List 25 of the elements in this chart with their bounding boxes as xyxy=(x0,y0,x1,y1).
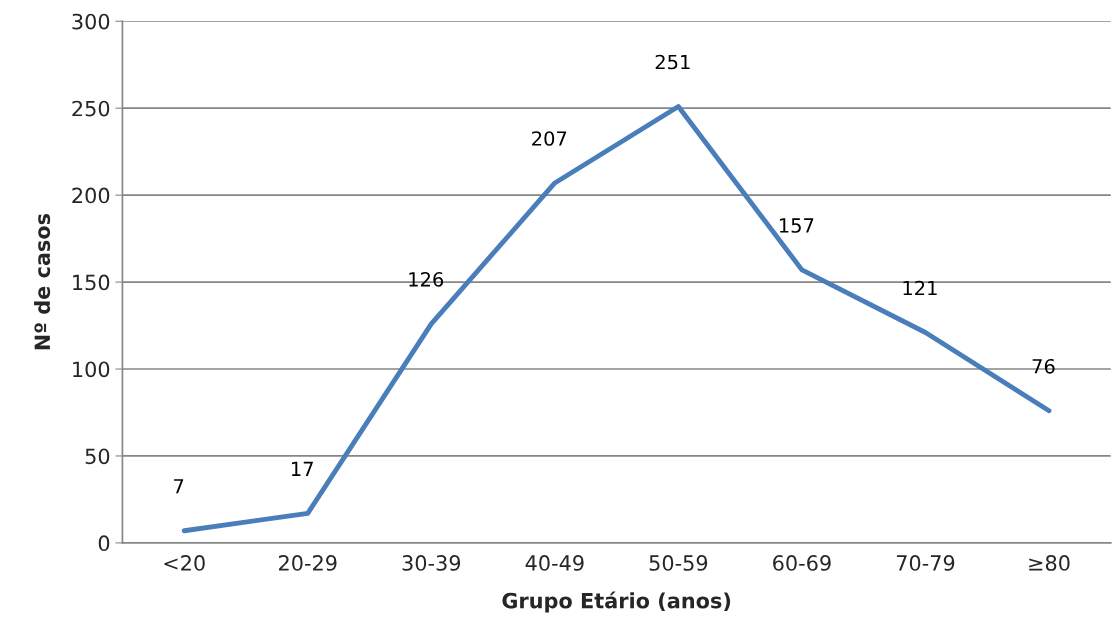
y-tick-label: 250 xyxy=(72,100,110,117)
y-tick-label: 100 xyxy=(73,361,110,378)
x-tick-label: <20 xyxy=(164,555,205,571)
y-tick-label: 200 xyxy=(72,187,110,204)
x-tick-label: 50-59 xyxy=(649,555,708,571)
data-label: 121 xyxy=(903,280,937,296)
data-label: 126 xyxy=(409,271,444,287)
data-label: 17 xyxy=(291,461,313,476)
x-tick-label: ≥80 xyxy=(1029,555,1070,571)
x-tick-label: 30-39 xyxy=(402,555,461,571)
x-tick-label: 70-79 xyxy=(896,555,955,571)
y-tick-label: 300 xyxy=(72,13,110,30)
data-label: 157 xyxy=(779,218,814,233)
x-tick-label: 40-49 xyxy=(525,555,584,571)
y-axis-title: Nº de casos xyxy=(34,213,51,350)
y-tick-label: 0 xyxy=(98,535,110,552)
y-tick-label: 50 xyxy=(85,448,110,465)
x-tick-label: 60-69 xyxy=(773,555,831,571)
x-axis-title: Grupo Etário (anos) xyxy=(502,591,731,613)
y-tick-label: 150 xyxy=(73,274,110,291)
data-label: 76 xyxy=(1032,358,1055,374)
data-label: 207 xyxy=(532,131,567,146)
x-tick-label: 20-29 xyxy=(279,555,337,571)
data-label: 7 xyxy=(174,479,184,494)
data-label: 251 xyxy=(655,54,690,70)
